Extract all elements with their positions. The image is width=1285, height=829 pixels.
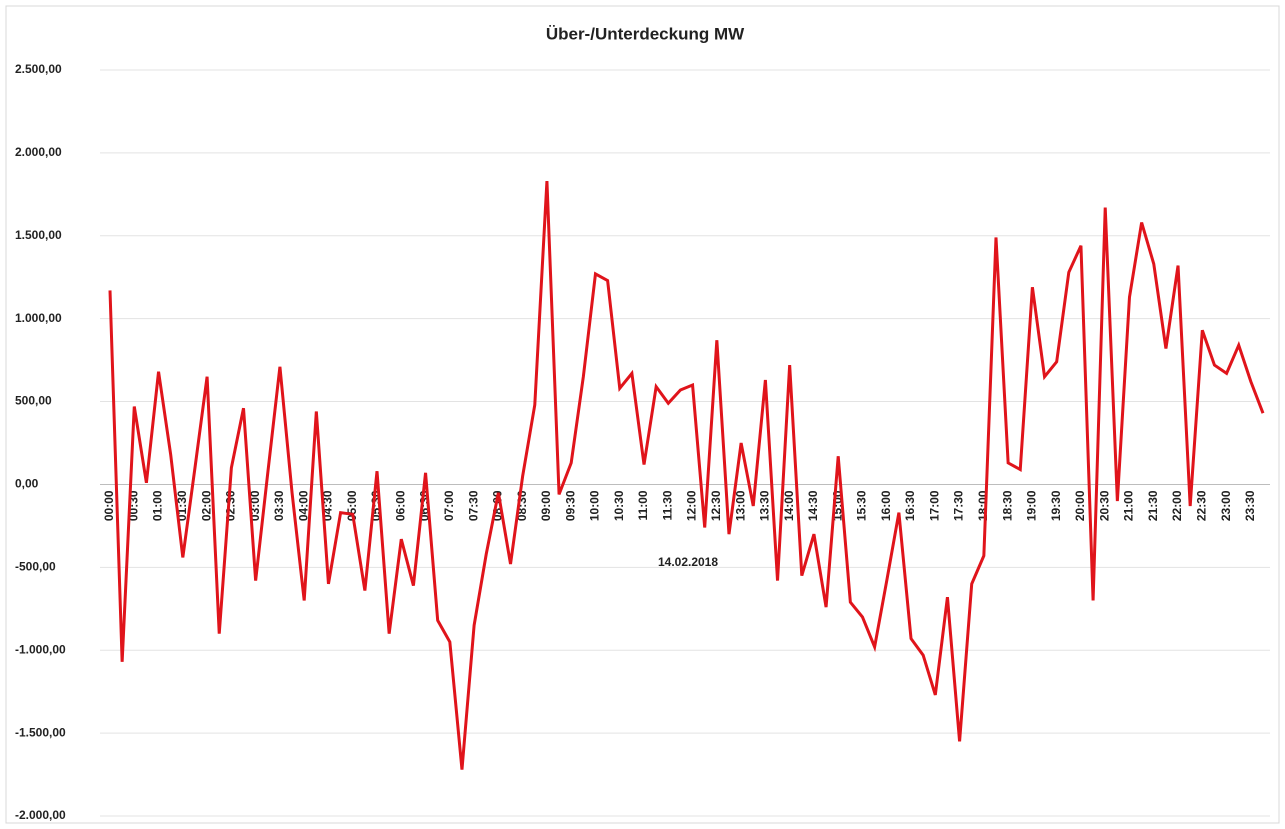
chart-title: Über-/Unterdeckung MW: [546, 24, 745, 43]
x-tick-label: 07:00: [442, 490, 456, 521]
y-tick-label: 2.000,00: [15, 145, 62, 159]
y-tick-label: 0,00: [15, 477, 39, 491]
y-tick-label: 1.500,00: [15, 228, 62, 242]
x-tick-label: 10:00: [588, 490, 602, 521]
x-tick-label: 16:00: [879, 490, 893, 521]
x-tick-label: 19:30: [1049, 490, 1063, 521]
y-tick-label: 1.000,00: [15, 311, 62, 325]
x-tick-label: 03:30: [272, 490, 286, 521]
x-tick-label: 23:00: [1219, 490, 1233, 521]
y-tick-label: -2.000,00: [15, 808, 66, 822]
x-tick-label: 16:30: [903, 490, 917, 521]
x-tick-label: 13:00: [733, 490, 747, 521]
y-tick-label: 2.500,00: [15, 62, 62, 76]
x-tick-label: 04:00: [296, 490, 310, 521]
x-tick-label: 07:30: [466, 490, 480, 521]
x-tick-label: 06:00: [393, 490, 407, 521]
x-tick-label: 17:00: [927, 490, 941, 521]
y-tick-label: -1.500,00: [15, 725, 66, 739]
x-tick-label: 00:00: [102, 490, 116, 521]
x-tick-label: 02:00: [199, 490, 213, 521]
x-tick-label: 09:30: [563, 490, 577, 521]
y-tick-label: -1.000,00: [15, 642, 66, 656]
x-tick-label: 13:30: [758, 490, 772, 521]
x-tick-label: 15:30: [855, 490, 869, 521]
x-tick-label: 14:00: [782, 490, 796, 521]
x-tick-label: 11:30: [660, 490, 674, 520]
x-tick-label: 19:00: [1025, 490, 1039, 521]
x-axis-title: 14.02.2018: [658, 555, 718, 569]
x-tick-label: 17:30: [952, 490, 966, 521]
x-tick-label: 12:30: [709, 490, 723, 521]
chart-frame: [5, 5, 1280, 824]
x-tick-label: 20:00: [1073, 490, 1087, 521]
x-tick-label: 22:30: [1194, 490, 1208, 521]
x-tick-label: 01:00: [151, 490, 165, 521]
x-tick-label: 10:30: [612, 490, 626, 521]
y-tick-label: 500,00: [15, 394, 52, 408]
x-tick-label: 21:30: [1146, 490, 1160, 521]
x-tick-label: 12:00: [685, 490, 699, 521]
x-tick-label: 11:00: [636, 490, 650, 520]
x-tick-label: 14:30: [806, 490, 820, 521]
x-tick-label: 23:30: [1243, 490, 1257, 521]
x-tick-label: 09:00: [539, 490, 553, 521]
line-series: [108, 180, 1265, 770]
x-tick-label: 18:00: [976, 490, 990, 521]
y-tick-label: -500,00: [15, 560, 56, 574]
x-tick-label: 22:00: [1170, 490, 1184, 521]
x-tick-label: 18:30: [1000, 490, 1014, 521]
x-tick-label: 21:00: [1122, 490, 1136, 521]
x-tick-label: 20:30: [1097, 490, 1111, 521]
